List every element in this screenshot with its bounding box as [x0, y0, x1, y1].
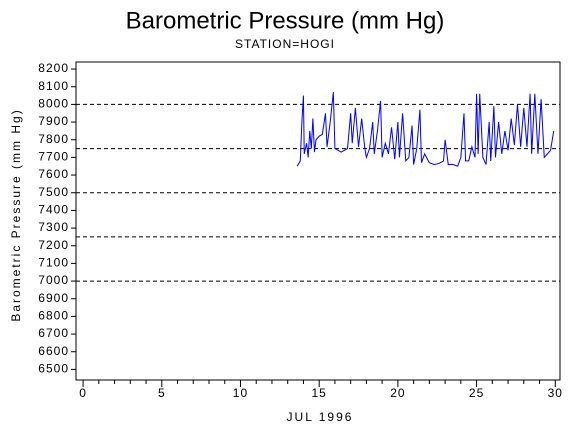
y-tick-label: 7200	[38, 238, 69, 252]
y-tick-label: 6700	[38, 326, 69, 340]
x-tick-label: 25	[469, 386, 484, 400]
x-tick-label: 15	[312, 386, 327, 400]
chart-title: Barometric Pressure (mm Hg)	[126, 7, 445, 34]
y-tick-label: 7900	[38, 114, 69, 128]
y-tick-label: 7400	[38, 203, 69, 217]
y-tick-label: 7500	[38, 185, 69, 199]
chart-subtitle: STATION=HOGI	[235, 37, 335, 51]
y-axis-label: Barometric Pressure (mm Hg)	[9, 108, 23, 321]
y-tick-label: 7300	[38, 220, 69, 234]
y-tick-label: 6600	[38, 344, 69, 358]
y-tick-label: 6800	[38, 309, 69, 323]
y-tick-label: 7800	[38, 132, 69, 146]
y-tick-label: 7100	[38, 256, 69, 270]
data-line	[296, 91, 555, 167]
x-tick-label: 0	[79, 386, 87, 400]
y-tick-label: 7000	[38, 273, 69, 287]
y-tick-label: 6500	[38, 362, 69, 376]
x-tick-label: 20	[390, 386, 405, 400]
x-axis-label: JUL 1996	[287, 410, 354, 424]
y-tick-label: 8100	[38, 79, 69, 93]
x-tick-label: 30	[548, 386, 563, 400]
y-tick-label: 8000	[38, 97, 69, 111]
y-tick-label: 8200	[38, 61, 69, 75]
x-tick-label: 5	[158, 386, 166, 400]
y-tick-label: 7700	[38, 150, 69, 164]
x-tick-label: 10	[233, 386, 248, 400]
y-tick-label: 6900	[38, 291, 69, 305]
y-tick-label: 7600	[38, 167, 69, 181]
plot-frame	[75, 61, 561, 381]
